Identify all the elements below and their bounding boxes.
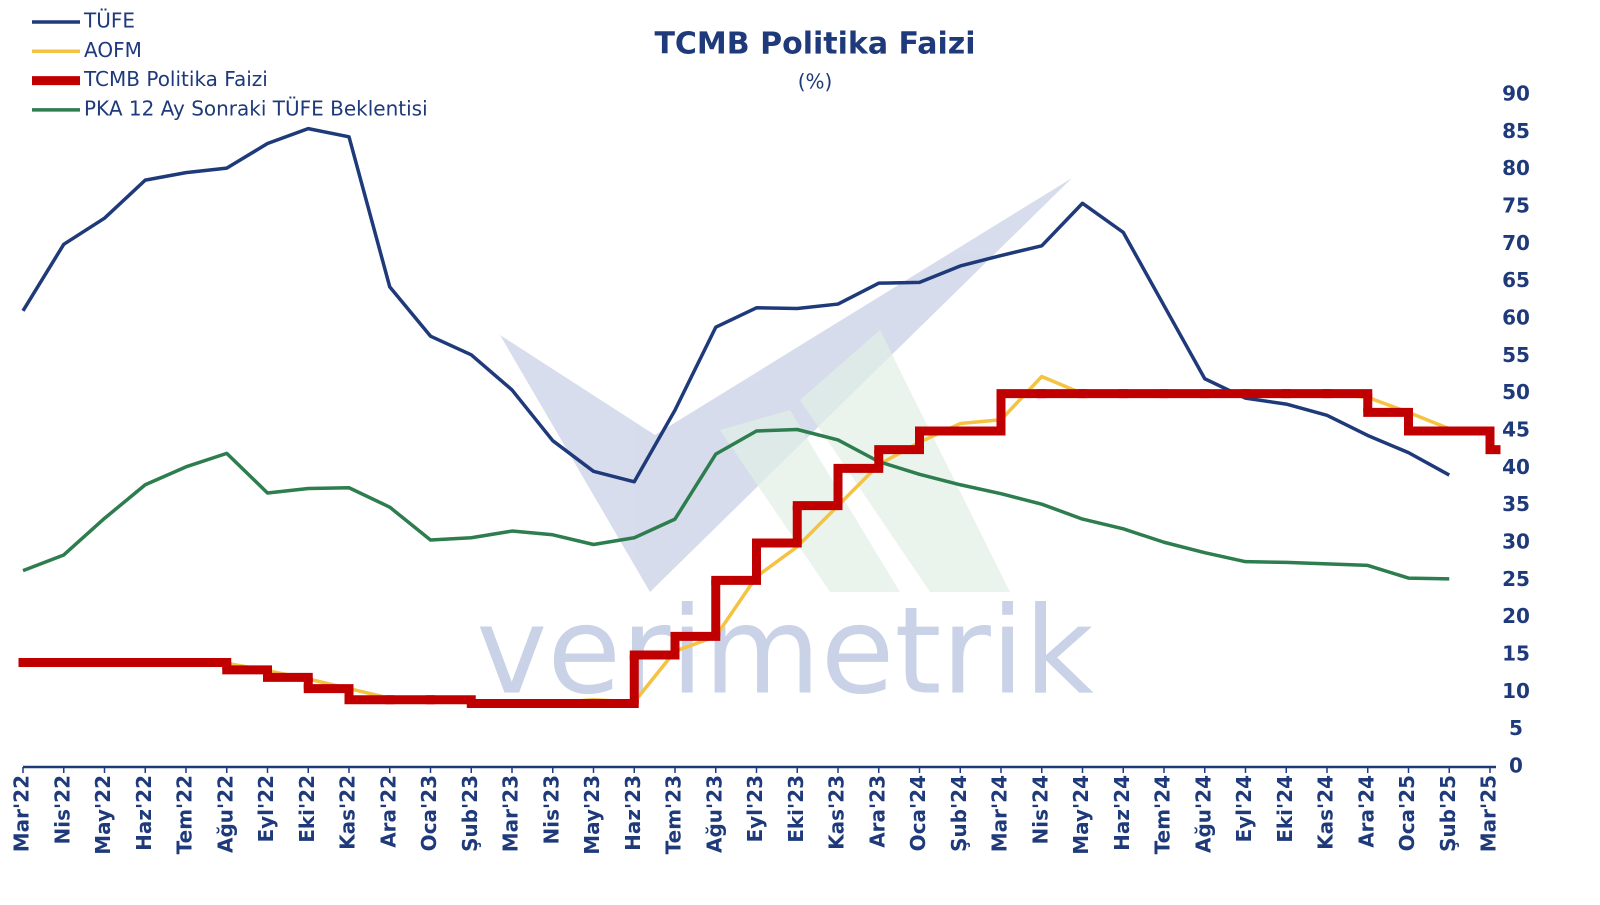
x-tick-label: Kas'24 [1314, 775, 1338, 850]
chart-title: TCMB Politika Faizi [654, 27, 975, 62]
x-tick-label: Oca'25 [1395, 775, 1419, 851]
watermark-logo [500, 178, 1072, 592]
x-tick-label: Nis'23 [539, 775, 563, 844]
y-tick-label: 90 [1502, 82, 1530, 106]
x-tick-label: Ağu'22 [213, 775, 237, 853]
x-tick-label: Kas'23 [825, 775, 849, 850]
x-tick-label: Ağu'24 [1191, 775, 1215, 853]
y-tick-label: 30 [1502, 530, 1530, 554]
x-tick-label: Mar'23 [499, 775, 523, 852]
y-tick-label: 25 [1502, 567, 1530, 591]
x-tick-label: Eki'22 [295, 775, 319, 843]
y-tick-label: 60 [1502, 306, 1530, 330]
x-tick-label: Nis'22 [50, 775, 74, 844]
x-tick-label: Şub'25 [1436, 775, 1460, 852]
x-tick-label: Şub'24 [947, 775, 971, 852]
y-tick-label: 85 [1502, 119, 1530, 143]
x-tick-label: Eyl'23 [743, 775, 767, 843]
watermark: verimetrik [476, 583, 1094, 722]
x-tick-label: Eyl'24 [1232, 775, 1256, 843]
x-tick-label: Mar'22 [10, 775, 34, 852]
x-tick-label: Eyl'22 [254, 775, 278, 843]
legend-label: TÜFE [83, 9, 135, 33]
y-tick-label: 80 [1502, 156, 1530, 180]
x-tick-label: Ara'23 [865, 775, 889, 848]
y-tick-label: 35 [1502, 492, 1530, 516]
x-tick-label: Ara'22 [376, 775, 400, 848]
y-tick-label: 15 [1502, 642, 1530, 666]
x-tick-label: Mar'25 [1477, 775, 1501, 852]
x-tick-label: Haz'24 [1110, 775, 1134, 851]
y-tick-label: 75 [1502, 194, 1530, 218]
x-tick-label: Haz'23 [621, 775, 645, 851]
x-tick-label: Haz'22 [132, 775, 156, 851]
y-tick-label: 55 [1502, 343, 1530, 367]
x-tick-label: Mar'24 [988, 775, 1012, 852]
y-tick-label: 70 [1502, 231, 1530, 255]
x-tick-label: Ağu'23 [702, 775, 726, 853]
legend-label: AOFM [84, 38, 142, 62]
y-tick-label: 65 [1502, 268, 1530, 292]
y-tick-label: 45 [1502, 418, 1530, 442]
x-tick-label: Ara'24 [1354, 775, 1378, 848]
chart-subtitle: (%) [798, 70, 833, 94]
legend-label: PKA 12 Ay Sonraki TÜFE Beklentisi [84, 96, 428, 120]
x-tick-label: May'23 [580, 775, 604, 855]
x-tick-label: Tem'22 [173, 775, 197, 854]
series-line [21, 126, 1451, 484]
y-tick-label: 10 [1502, 679, 1530, 703]
x-tick-label: Eki'24 [1273, 775, 1297, 843]
y-tick-label: 20 [1502, 604, 1530, 628]
y-tick-label: 50 [1502, 380, 1530, 404]
x-tick-label: Kas'22 [336, 775, 360, 850]
x-tick-label: Oca'23 [417, 775, 441, 851]
x-tick-label: Tem'23 [662, 775, 686, 854]
y-tick-label: 5 [1509, 716, 1523, 740]
x-tick-label: Oca'24 [906, 775, 930, 851]
legend-label: TCMB Politika Faizi [83, 67, 268, 91]
series-line [22, 427, 1450, 581]
y-tick-label: 40 [1502, 455, 1530, 479]
y-tick-label: 0 [1509, 754, 1523, 778]
x-tick-label: May'24 [1069, 775, 1093, 855]
x-tick-label: May'22 [91, 775, 115, 855]
x-tick-label: Şub'23 [458, 775, 482, 852]
x-tick-label: Eki'23 [784, 775, 808, 843]
x-tick-label: Tem'24 [1151, 775, 1175, 854]
x-tick-label: Nis'24 [1028, 775, 1052, 844]
